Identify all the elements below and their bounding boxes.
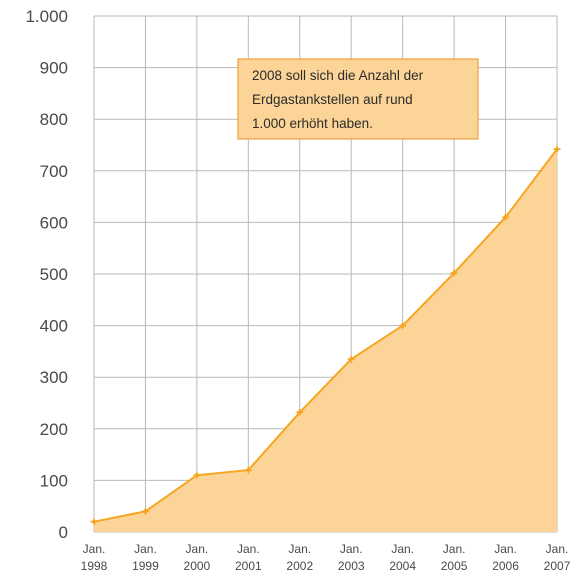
x-axis-ticks: Jan. 1998 Jan. 1999 Jan. 2000 Jan. 2001 Jan. 2002… bbox=[81, 542, 571, 573]
data-markers bbox=[89, 144, 562, 527]
grid bbox=[93, 15, 558, 533]
x-tick-label-month: Jan. bbox=[186, 542, 209, 556]
annotation-line-1: 2008 soll sich die Anzahl der bbox=[252, 68, 424, 83]
x-tick-label-month: Jan. bbox=[237, 542, 260, 556]
data-point-1999 bbox=[140, 506, 150, 516]
y-tick-label: 700 bbox=[40, 162, 68, 181]
data-point-2003 bbox=[346, 354, 356, 364]
y-tick-label: 1.000 bbox=[25, 7, 68, 26]
data-point-2006 bbox=[501, 212, 511, 222]
x-tick-label-year: 2005 bbox=[441, 559, 468, 573]
annotation-line-2: Erdgastankstellen auf rund bbox=[252, 92, 413, 107]
x-tick-label-year: 2003 bbox=[338, 559, 365, 573]
y-tick-label: 100 bbox=[40, 471, 68, 490]
x-tick-label-year: 2007 bbox=[544, 559, 571, 573]
data-point-2004 bbox=[398, 321, 408, 331]
x-tick-label-year: 1998 bbox=[81, 559, 108, 573]
x-tick-label-year: 2002 bbox=[286, 559, 313, 573]
x-tick-label-year: 2001 bbox=[235, 559, 262, 573]
x-tick-label-year: 2004 bbox=[389, 559, 416, 573]
y-tick-label: 500 bbox=[40, 265, 68, 284]
y-tick-label: 200 bbox=[40, 420, 68, 439]
area-fill bbox=[94, 149, 557, 533]
y-tick-label: 300 bbox=[40, 368, 68, 387]
x-tick-label-year: 2006 bbox=[492, 559, 519, 573]
x-tick-label-month: Jan. bbox=[494, 542, 517, 556]
x-tick-label-month: Jan. bbox=[83, 542, 106, 556]
y-tick-label: 400 bbox=[40, 317, 68, 336]
x-tick-label-year: 2000 bbox=[184, 559, 211, 573]
annotation-line-3: 1.000 erhöht haben. bbox=[252, 116, 373, 131]
series-line bbox=[93, 148, 558, 523]
data-point-1998 bbox=[89, 517, 99, 527]
x-tick-label-month: Jan. bbox=[391, 542, 414, 556]
y-tick-label: 0 bbox=[59, 523, 68, 542]
x-tick-label-year: 1999 bbox=[132, 559, 159, 573]
data-point-2007 bbox=[552, 144, 562, 154]
y-tick-label: 900 bbox=[40, 59, 68, 78]
y-axis-ticks: 0 100 200 300 400 500 600 700 800 900 1.000 bbox=[25, 7, 68, 542]
data-point-2001 bbox=[243, 465, 253, 475]
data-point-2005 bbox=[449, 268, 459, 278]
annotation-box: 2008 soll sich die Anzahl der Erdgastank… bbox=[237, 58, 479, 140]
x-tick-label-month: Jan. bbox=[340, 542, 363, 556]
x-tick-label-month: Jan. bbox=[134, 542, 157, 556]
x-tick-label-month: Jan. bbox=[288, 542, 311, 556]
data-point-2000 bbox=[192, 470, 202, 480]
y-tick-label: 800 bbox=[40, 110, 68, 129]
y-tick-label: 600 bbox=[40, 213, 68, 232]
x-tick-label-month: Jan. bbox=[546, 542, 569, 556]
annotation-background bbox=[237, 58, 479, 140]
data-point-2002 bbox=[295, 407, 305, 417]
x-tick-label-month: Jan. bbox=[443, 542, 466, 556]
